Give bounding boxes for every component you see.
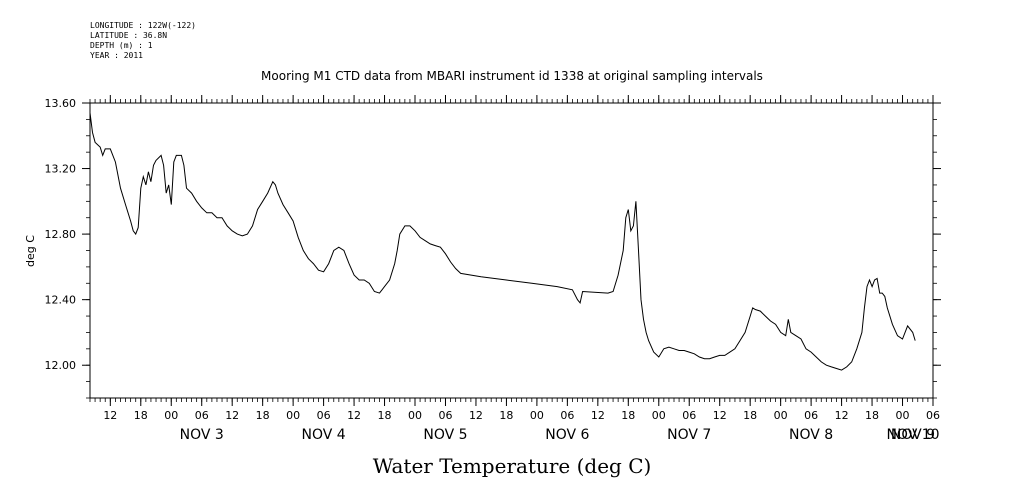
x-date-label: NOV 9: [891, 427, 935, 443]
series-line: [89, 112, 916, 371]
x-hour-label: 06: [926, 409, 940, 422]
y-tick-label: 13.60: [45, 97, 77, 110]
x-hour-label: 06: [682, 409, 696, 422]
x-hour-label: 06: [560, 409, 574, 422]
y-tick-label: 12.80: [45, 228, 77, 241]
x-hour-label: 18: [378, 409, 392, 422]
y-tick-label: 13.20: [45, 163, 77, 176]
chart-title: Mooring M1 CTD data from MBARI instrumen…: [261, 69, 763, 83]
x-date-label: NOV 7: [667, 427, 711, 443]
x-date-label: NOV 3: [180, 427, 224, 443]
x-hour-label: 12: [225, 409, 239, 422]
x-date-label: NOV 10: [886, 427, 939, 443]
x-hour-label: 18: [865, 409, 879, 422]
x-hour-label: 06: [317, 409, 331, 422]
plot-frame: [89, 102, 934, 399]
x-hour-label: 00: [530, 409, 544, 422]
y-tick-label: 12.40: [45, 294, 77, 307]
x-hour-label: 12: [713, 409, 727, 422]
x-hour-label: 18: [743, 409, 757, 422]
x-date-label: NOV 4: [302, 427, 346, 443]
x-hour-label: 00: [164, 409, 178, 422]
x-hour-label: 18: [134, 409, 148, 422]
x-axis-label: Water Temperature (deg C): [373, 454, 652, 478]
x-hour-label: 12: [103, 409, 117, 422]
x-hour-label: 12: [469, 409, 483, 422]
latitude-text: LATITUDE : 36.8N: [90, 31, 168, 40]
x-hour-label: 18: [621, 409, 635, 422]
x-hour-label: 00: [652, 409, 666, 422]
year-text: YEAR : 2011: [90, 51, 143, 60]
y-axis-label: deg C: [24, 235, 37, 267]
x-hour-label: 18: [499, 409, 513, 422]
x-date-label: NOV 6: [545, 427, 589, 443]
x-hour-label: 18: [256, 409, 270, 422]
x-hour-label: 00: [408, 409, 422, 422]
depth-text: DEPTH (m) : 1: [90, 41, 153, 50]
longitude-text: LONGITUDE : 122W(-122): [90, 21, 196, 30]
metadata-block: LONGITUDE : 122W(-122) LATITUDE : 36.8N …: [90, 21, 196, 61]
y-axis: 12.00 12.40 12.80 13.20 13.60: [45, 97, 941, 372]
x-hour-label: 00: [286, 409, 300, 422]
x-date-label: NOV 8: [789, 427, 833, 443]
x-date-label: NOV 5: [423, 427, 467, 443]
y-tick-label: 12.00: [45, 359, 77, 372]
x-hour-label: 00: [774, 409, 788, 422]
x-axis: 12 18 00 06 12 18 00 06 12 18 00 06 12 18 00 06 12 18 00 06…: [103, 95, 940, 443]
x-hour-label: 06: [438, 409, 452, 422]
x-hour-label: 06: [195, 409, 209, 422]
x-hour-label: 12: [347, 409, 361, 422]
x-hour-label: 00: [896, 409, 910, 422]
x-hour-label: 12: [591, 409, 605, 422]
x-hour-label: 06: [804, 409, 818, 422]
minor-ticks: [86, 99, 937, 402]
x-hour-label: 12: [835, 409, 849, 422]
